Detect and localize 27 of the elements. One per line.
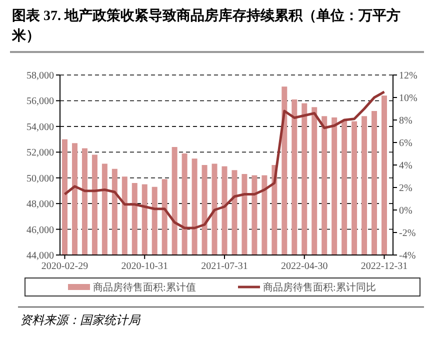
y-tick-label: 54,000 [26, 122, 54, 133]
line-series [63, 90, 386, 230]
y2-tick-label: 12% [399, 70, 418, 82]
y2-tick-label: -4% [399, 250, 416, 262]
legend-label: 商品房待售面积:累计值 [93, 282, 196, 294]
x-tick-label: 2022-12-31 [360, 261, 408, 272]
x-tick-label: 2022-04-30 [281, 261, 328, 272]
y-tick-label: 52,000 [26, 148, 54, 159]
y-tick-label: 50,000 [26, 173, 54, 184]
y2-tick-label: 0% [399, 206, 412, 216]
y2-tick-label: 4% [399, 160, 412, 172]
legend-label: 商品房待售面积:累计同比 [263, 282, 376, 294]
x-tick-label: 2020-02-29 [41, 261, 88, 272]
y-tick-label: 58,000 [26, 70, 54, 82]
y2-tick-label: -2% [399, 228, 416, 239]
y-tick-label: 48,000 [26, 199, 54, 210]
y-tick-label: 44,000 [26, 250, 54, 262]
x-tick-label: 2020-10-31 [121, 261, 168, 272]
y2-tick-label: 10% [399, 93, 418, 104]
y-tick-label: 56,000 [26, 96, 54, 108]
y2-tick-label: 6% [399, 138, 412, 149]
y2-tick-label: 2% [399, 183, 412, 194]
y2-tick-label: 8% [399, 116, 412, 126]
y-tick-label: 46,000 [26, 224, 54, 236]
x-tick-label: 2021-07-31 [201, 261, 248, 272]
chart-title: 图表 37. 地产政策收紧导致商品房库存持续累积（单位：万平方米） [11, 7, 400, 44]
text: 资料来源：国家统计局 [20, 313, 141, 327]
